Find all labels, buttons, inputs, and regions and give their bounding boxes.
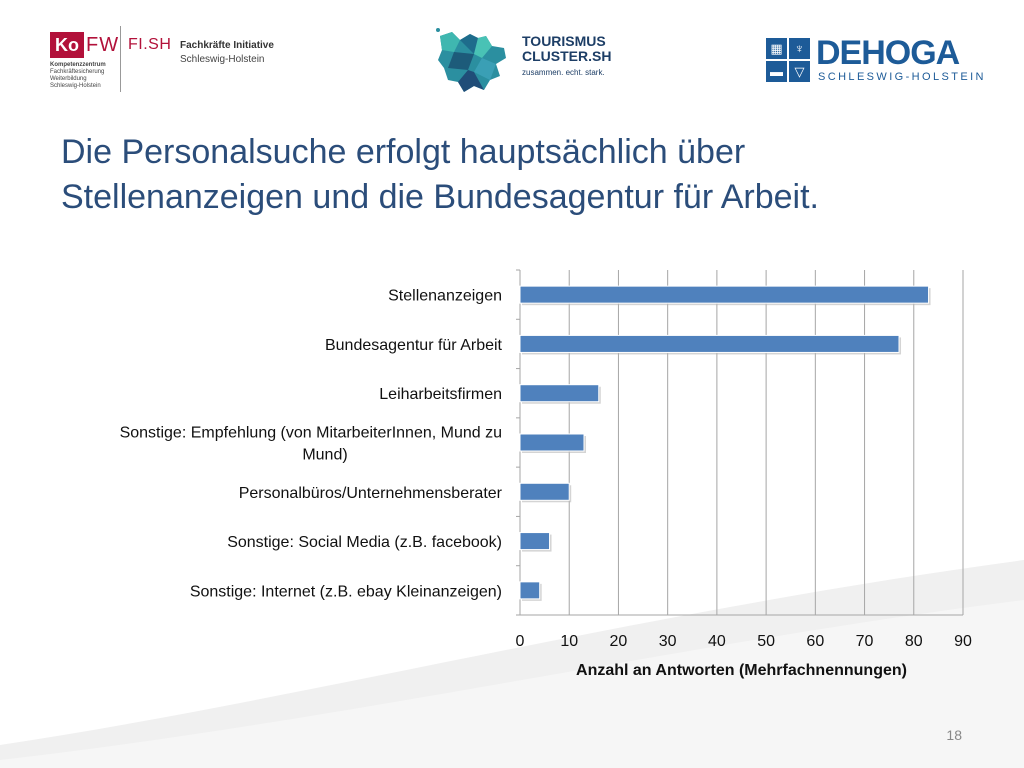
tourismus-logo-slogan: zusammen. echt. stark. <box>522 68 605 77</box>
bar <box>519 581 541 600</box>
bed-icon: ▬ <box>766 61 787 82</box>
x-tick-label: 10 <box>560 633 578 650</box>
tourismus-logo-line1: TOURISMUS <box>522 33 606 49</box>
slide-title-line: Stellenanzeigen und die Bundesagentur fü… <box>61 178 819 216</box>
x-tick-label: 80 <box>905 633 923 650</box>
x-tick-label: 60 <box>806 633 824 650</box>
dehoga-logo-name: DEHOGA <box>816 34 960 72</box>
cutlery-icon: ♆ <box>789 38 810 59</box>
x-axis-label: Anzahl an Antworten (Mehrfachnennungen) <box>576 662 907 679</box>
slide-title-line: Die Personalsuche erfolgt hauptsächlich … <box>61 133 746 171</box>
bar <box>519 334 900 353</box>
category-label: Bundesagentur für Arbeit <box>325 337 503 354</box>
glass-icon: ▽ <box>789 61 810 82</box>
chart-gridlines <box>516 269 964 616</box>
bar <box>519 532 551 551</box>
x-tick-label: 50 <box>757 633 775 650</box>
category-label: Mund) <box>302 447 347 464</box>
x-tick-label: 90 <box>954 633 972 650</box>
kofw-logo-mark: Ko <box>50 32 84 58</box>
category-label: Sonstige: Social Media (z.B. facebook) <box>227 534 502 551</box>
kofw-fish-logo: Ko FW Kompetenzzentrum Fachkräftesicheru… <box>50 26 290 94</box>
category-label: Sonstige: Internet (z.B. ebay Kleinanzei… <box>190 583 502 600</box>
fish-logo-mark: FI.SH <box>128 36 172 53</box>
category-label: Sonstige: Empfehlung (von MitarbeiterInn… <box>120 425 502 442</box>
building-icon: ▦ <box>766 38 787 59</box>
x-tick-label: 20 <box>610 633 628 650</box>
kofw-logo-fw: FW <box>86 34 120 56</box>
category-label: Personalbüros/Unternehmensberater <box>239 485 503 502</box>
fish-logo-region: Schleswig-Holstein <box>180 54 265 65</box>
chart-x-tick-labels: 0 10 20 30 40 50 60 70 80 90 <box>516 633 972 650</box>
x-tick-label: 30 <box>659 633 677 650</box>
bar <box>519 482 570 501</box>
category-label: Stellenanzeigen <box>388 288 502 305</box>
x-tick-label: 70 <box>856 633 874 650</box>
fish-logo-name: Fachkräfte Initiative <box>180 40 274 51</box>
dehoga-icon-grid: ▦ ♆ ▬ ▽ <box>766 38 812 82</box>
kofw-logo-subtitle: Kompetenzzentrum Fachkräftesicherung Wei… <box>50 62 130 90</box>
x-tick-label: 0 <box>516 633 525 650</box>
kofw-subtitle-line: Schleswig-Holstein <box>50 83 101 89</box>
bar <box>519 285 930 304</box>
category-label: Leiharbeitsfirmen <box>379 386 502 403</box>
x-tick-label: 40 <box>708 633 726 650</box>
kofw-subtitle-title: Kompetenzzentrum <box>50 62 106 68</box>
tourismus-logo-line2: CLUSTER.SH <box>522 48 612 64</box>
kofw-subtitle-line: Weiterbildung <box>50 76 87 82</box>
bar <box>519 384 600 403</box>
chart-category-labels: Stellenanzeigen Bundesagentur für Arbeit L… <box>120 288 503 601</box>
tourismus-cluster-logo: TOURISMUS CLUSTER.SH zusammen. echt. sta… <box>434 24 634 96</box>
dehoga-logo: ▦ ♆ ▬ ▽ DEHOGA SCHLESWIG-HOLSTEIN <box>766 34 983 88</box>
schleswig-holstein-map-icon <box>436 28 506 92</box>
logo-divider <box>120 26 121 92</box>
bar <box>519 433 585 452</box>
slide-title: Die Personalsuche erfolgt hauptsächlich … <box>61 130 961 220</box>
chart-bars <box>519 285 931 601</box>
dehoga-logo-region: SCHLESWIG-HOLSTEIN <box>818 71 986 83</box>
kofw-subtitle-line: Fachkräftesicherung <box>50 69 105 75</box>
page-number: 18 <box>946 727 962 743</box>
